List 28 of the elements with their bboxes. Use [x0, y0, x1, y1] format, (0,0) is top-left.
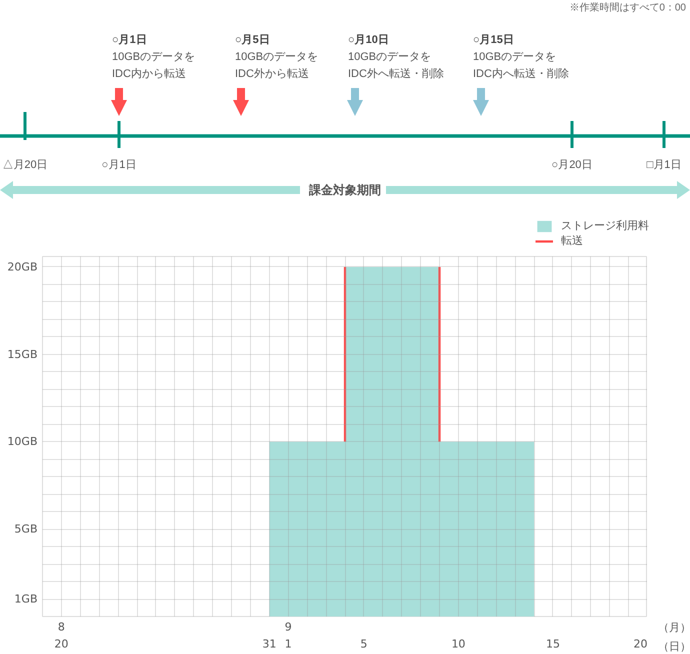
legend-label: ストレージ利用料 [561, 218, 649, 233]
category-label: ○月20日 [552, 159, 592, 171]
x-tick-label: 20 [54, 638, 68, 650]
x-tick-label: 5 [360, 638, 368, 650]
legend-label: 転送 [561, 233, 583, 248]
text: ○月5日 10GBのデータを IDC外から転送 [235, 34, 318, 80]
category-label: ○月1日 [102, 159, 136, 171]
text: ○月15日 10GBのデータを IDC内へ転送・削除 [473, 34, 569, 80]
text: ○月10日 10GBのデータを IDC外へ転送・削除 [348, 34, 444, 80]
x2-tick-label: 9 [284, 620, 292, 634]
y-tick-label: 5GB [14, 522, 38, 536]
x-tick-label: 15 [546, 638, 560, 650]
x-tick-label: 1 [284, 638, 292, 650]
y-tick-label: 20GB [7, 260, 38, 274]
x2-axis-title: （月） [658, 622, 690, 634]
text: ※作業時間はすべて0：00 [569, 2, 686, 14]
x2-tick-label: 8 [58, 620, 65, 634]
text: ○月1日 10GBのデータを IDC内から転送 [112, 34, 196, 80]
y-tick-label: 15GB [7, 348, 38, 361]
text: 課金対象期間 [308, 183, 381, 197]
category-label: □月1日 [646, 159, 682, 171]
y-tick-label: 1GB [14, 592, 38, 606]
x-tick-label: 10 [451, 638, 466, 650]
x-axis-title: （日） [658, 641, 690, 653]
x-tick-label: 20 [634, 638, 648, 650]
category-label: △月20日 [2, 159, 48, 171]
x-tick-label: 31 [262, 638, 276, 650]
y-tick-label: 10GB [7, 435, 38, 448]
